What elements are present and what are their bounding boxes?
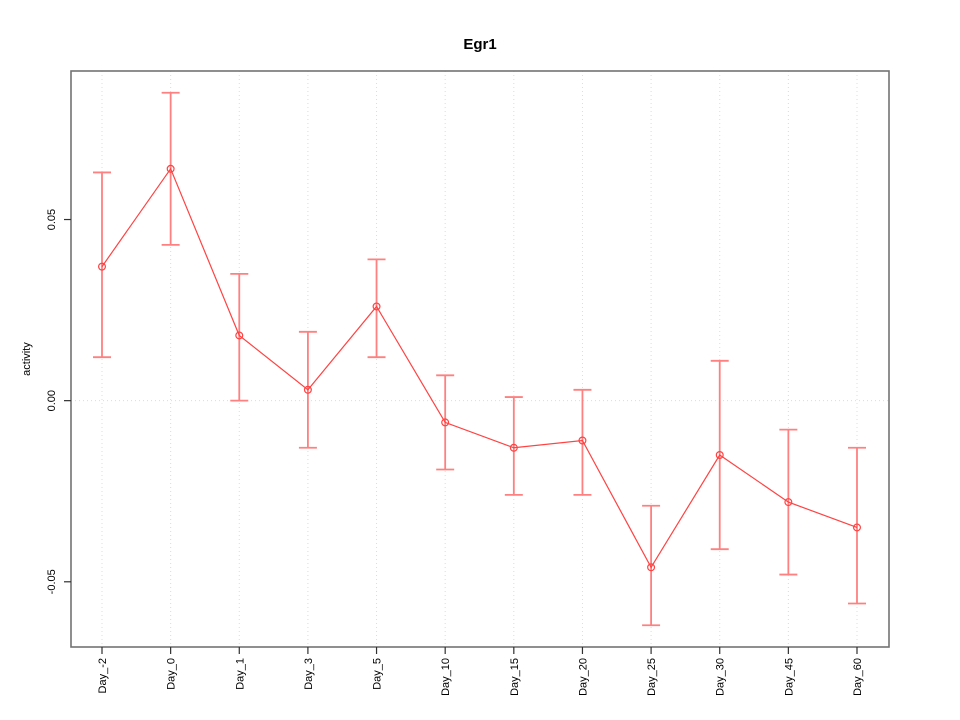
y-tick-label: 0.00 <box>46 390 58 411</box>
plot-border <box>70 70 890 648</box>
data-point-marker <box>372 302 381 311</box>
x-tick-label: Day_15 <box>509 658 521 696</box>
x-tick-label: Day_-2 <box>97 658 109 693</box>
x-tick-label: Day_25 <box>646 658 658 696</box>
x-tick-label: Day_20 <box>577 658 589 696</box>
data-point-marker <box>852 523 861 532</box>
data-point-marker <box>578 436 587 445</box>
x-tick-label: Day_1 <box>234 658 246 690</box>
data-point-marker <box>303 385 312 394</box>
x-tick-label: Day_45 <box>783 658 795 696</box>
x-tick-label: Day_0 <box>166 658 178 690</box>
series-line <box>101 167 858 569</box>
y-tick-label: 0.05 <box>46 209 58 230</box>
x-tick-label: Day_30 <box>715 658 727 696</box>
data-point-marker <box>441 418 450 427</box>
x-tick-label: Day_10 <box>440 658 452 696</box>
y-tick-label: -0.05 <box>46 569 58 594</box>
x-tick-label: Day_5 <box>372 658 384 690</box>
chart-title: Egr1 <box>463 36 497 53</box>
data-point-marker <box>784 498 793 507</box>
x-tick-label: Day_3 <box>303 658 315 690</box>
data-point-marker <box>166 164 175 173</box>
data-point-marker <box>647 563 656 572</box>
data-point-marker <box>97 262 106 271</box>
data-point-marker <box>509 443 518 452</box>
data-point-marker <box>715 451 724 460</box>
x-tick-label: Day_60 <box>852 658 864 696</box>
data-point-marker <box>235 331 244 340</box>
